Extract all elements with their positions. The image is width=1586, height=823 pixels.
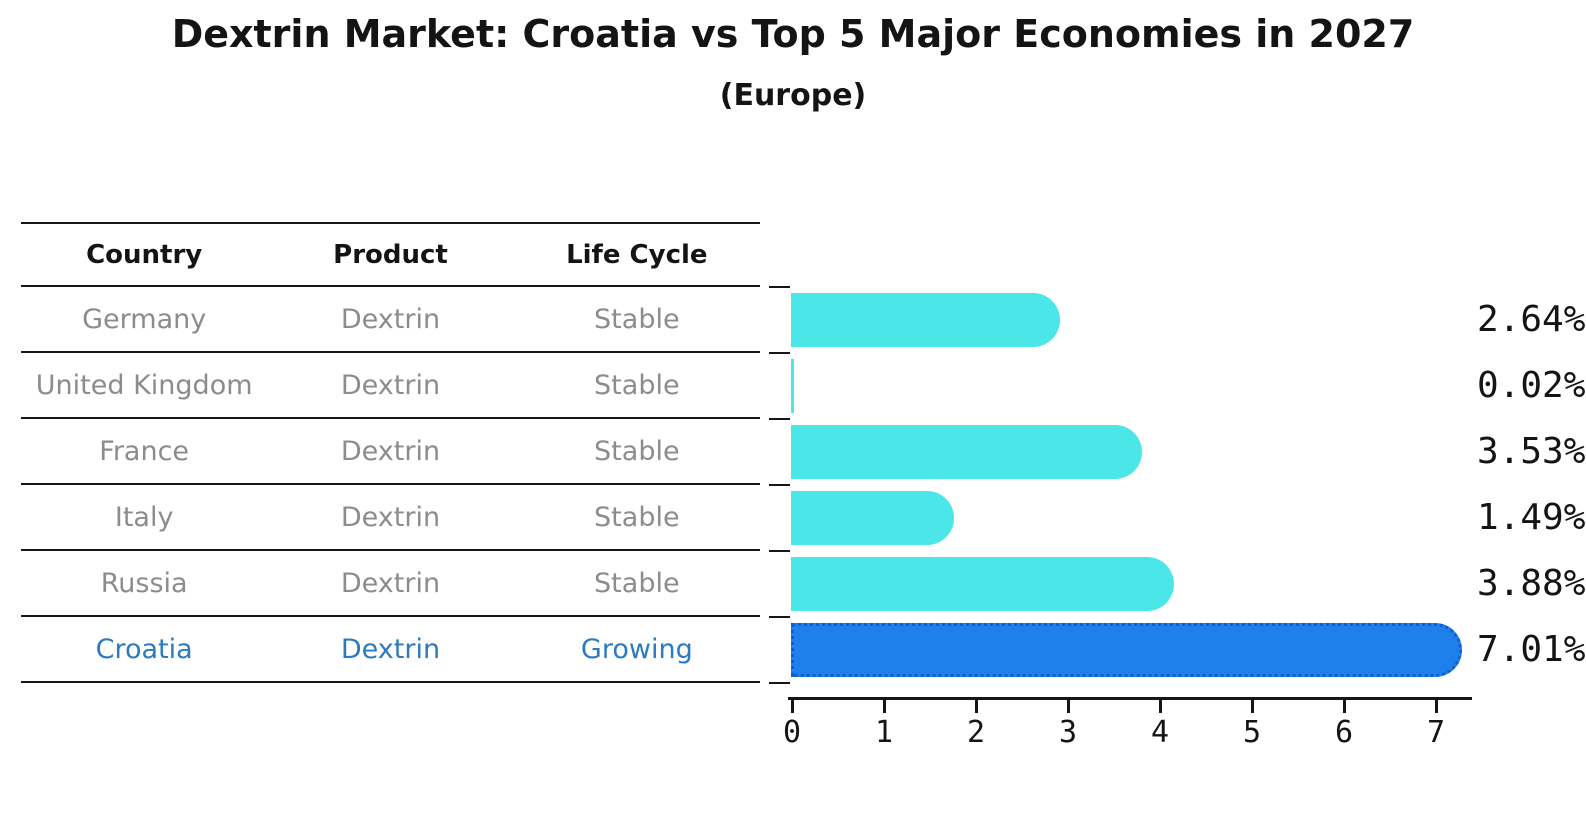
table-header-row: Country Product Life Cycle (21, 222, 760, 287)
bar-france (791, 425, 1142, 479)
value-label-croatia: 7.01% (1477, 629, 1586, 670)
x-tick-mark (1343, 697, 1346, 713)
bar-russia (791, 557, 1174, 611)
cell-product: Dextrin (340, 567, 441, 599)
table-row-highlighted: Croatia Dextrin Growing (21, 617, 760, 683)
header-country: Country (86, 239, 203, 270)
value-label-germany: 2.64% (1477, 299, 1586, 340)
cell-country: Croatia (95, 633, 193, 665)
y-tick-mark (769, 418, 790, 420)
cell-country: France (99, 435, 190, 467)
table-row: Italy Dextrin Stable (21, 485, 760, 551)
x-tick-label: 7 (1426, 715, 1446, 750)
bar-united-kingdom (791, 359, 794, 413)
bar-italy (791, 491, 954, 545)
bar-plot: 2.64% 0.02% 3.53% 1.49% 3.88% 7.01% 0 1 2 3 4 5 6 7 (769, 286, 1586, 787)
x-tick-mark (883, 697, 886, 713)
x-tick-label: 6 (1334, 715, 1354, 750)
x-tick-mark (1159, 697, 1162, 713)
value-label-italy: 1.49% (1477, 497, 1586, 538)
x-tick-label: 0 (782, 715, 802, 750)
x-tick-mark (975, 697, 978, 713)
cell-country: United Kingdom (35, 369, 253, 401)
y-tick-mark (769, 550, 790, 552)
x-tick-label: 1 (874, 715, 894, 750)
cell-product: Dextrin (340, 633, 441, 665)
y-tick-mark (769, 616, 790, 618)
x-axis-line (788, 697, 1472, 700)
table-row: Germany Dextrin Stable (21, 287, 760, 353)
value-label-russia: 3.88% (1477, 563, 1586, 604)
x-tick-mark (1067, 697, 1070, 713)
cell-life-cycle: Growing (580, 633, 693, 665)
cell-product: Dextrin (340, 369, 441, 401)
cell-life-cycle: Stable (594, 501, 680, 533)
cell-life-cycle: Stable (594, 435, 680, 467)
cell-life-cycle: Stable (594, 369, 680, 401)
x-tick-mark (1435, 697, 1438, 713)
y-tick-mark (769, 484, 790, 486)
x-tick-label: 3 (1058, 715, 1078, 750)
y-tick-mark (769, 352, 790, 354)
table-row: Russia Dextrin Stable (21, 551, 760, 617)
bar-germany (791, 293, 1060, 347)
x-tick-label: 4 (1150, 715, 1170, 750)
header-product: Product (333, 239, 448, 270)
table-row: United Kingdom Dextrin Stable (21, 353, 760, 419)
value-label-france: 3.53% (1477, 431, 1586, 472)
y-tick-mark (769, 286, 790, 288)
x-tick-label: 2 (966, 715, 986, 750)
x-tick-mark (791, 697, 794, 713)
header-life-cycle: Life Cycle (566, 239, 708, 270)
chart-subtitle: (Europe) (719, 78, 867, 113)
bar-croatia (791, 623, 1462, 677)
cell-country: Germany (82, 303, 207, 335)
value-label-united-kingdom: 0.02% (1477, 365, 1586, 406)
cell-life-cycle: Stable (594, 303, 680, 335)
cell-product: Dextrin (340, 435, 441, 467)
cell-country: Italy (114, 501, 174, 533)
country-table: Country Product Life Cycle Germany Dextr… (21, 222, 760, 683)
cell-product: Dextrin (340, 501, 441, 533)
y-tick-mark (769, 682, 790, 684)
cell-product: Dextrin (340, 303, 441, 335)
chart-title: Dextrin Market: Croatia vs Top 5 Major E… (171, 12, 1415, 56)
table-row: France Dextrin Stable (21, 419, 760, 485)
x-tick-label: 5 (1242, 715, 1262, 750)
x-tick-mark (1251, 697, 1254, 713)
cell-country: Russia (100, 567, 188, 599)
cell-life-cycle: Stable (594, 567, 680, 599)
